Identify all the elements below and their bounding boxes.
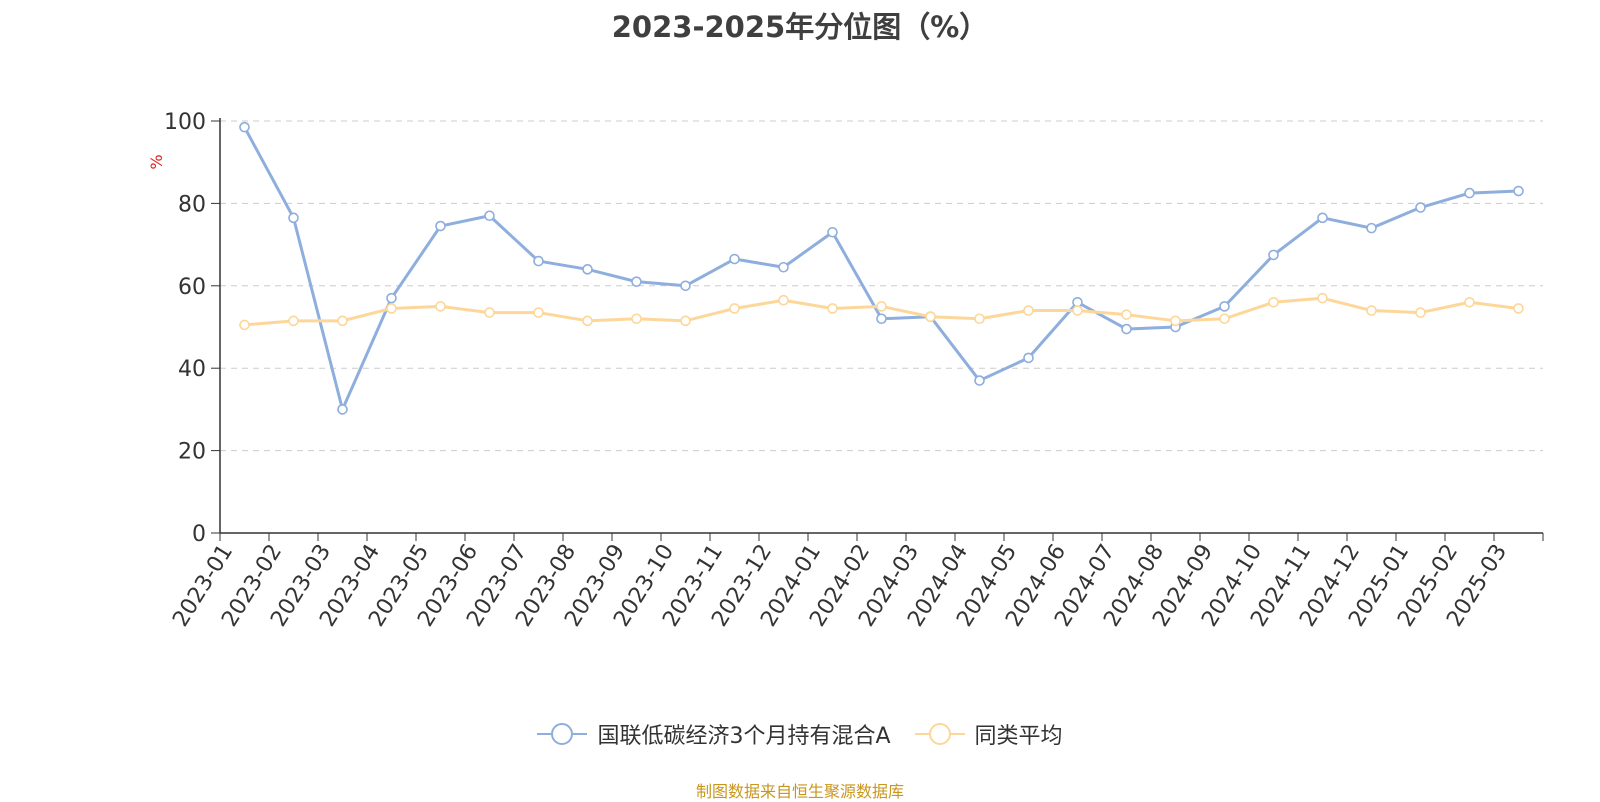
data-point[interactable]	[1023, 305, 1034, 316]
data-point[interactable]	[337, 404, 348, 415]
data-point[interactable]	[1415, 202, 1426, 213]
data-point[interactable]	[1121, 323, 1132, 335]
data-point[interactable]	[239, 121, 250, 133]
data-point[interactable]	[778, 261, 789, 273]
data-point[interactable]	[484, 210, 495, 222]
legend-label-average: 同类平均	[974, 724, 1063, 749]
data-point[interactable]	[876, 301, 887, 312]
series-1	[239, 121, 1524, 415]
data-point[interactable]	[386, 303, 397, 314]
chart-title: 2023-2025年分位图（%）	[611, 10, 989, 44]
data-point[interactable]	[1170, 315, 1181, 327]
data-point[interactable]	[1268, 296, 1279, 308]
series-2	[239, 292, 1524, 331]
data-point[interactable]	[631, 313, 642, 325]
data-point[interactable]	[582, 315, 593, 327]
data-source-note: 制图数据来自恒生聚源数据库	[695, 782, 904, 801]
legend-item-fund[interactable]: 国联低碳经济3个月持有混合A	[537, 718, 891, 750]
y-tick-label: 100	[164, 110, 206, 135]
data-point[interactable]	[288, 212, 299, 224]
data-point[interactable]	[1513, 185, 1524, 197]
data-point[interactable]	[435, 301, 446, 312]
data-point[interactable]	[484, 307, 495, 318]
data-point[interactable]	[1023, 352, 1034, 364]
data-point[interactable]	[680, 315, 691, 327]
y-tick-label: 0	[192, 522, 206, 547]
y-tick-label: 60	[178, 275, 206, 300]
data-point[interactable]	[729, 253, 740, 265]
y-tick-label: 20	[178, 440, 206, 465]
y-tick-label: 80	[178, 192, 206, 217]
data-point[interactable]	[1268, 249, 1279, 261]
data-point[interactable]	[729, 303, 740, 314]
data-point[interactable]	[1317, 292, 1328, 304]
data-point[interactable]	[288, 315, 299, 327]
data-point[interactable]	[974, 313, 985, 325]
data-point[interactable]	[974, 375, 985, 386]
data-point[interactable]	[1464, 187, 1475, 199]
data-point[interactable]	[1366, 305, 1377, 316]
legend-marker-fund-icon	[537, 723, 588, 745]
series-line	[243, 126, 1519, 411]
data-point[interactable]	[1072, 305, 1083, 316]
data-point[interactable]	[1415, 307, 1426, 318]
data-point[interactable]	[533, 255, 544, 267]
data-point[interactable]	[386, 292, 397, 304]
data-point[interactable]	[778, 294, 789, 306]
y-tick-label: 40	[178, 357, 206, 382]
data-point[interactable]	[582, 264, 593, 275]
data-point[interactable]	[1219, 313, 1230, 325]
data-point[interactable]	[925, 311, 936, 323]
tick-labels: 020406080100%2023-012023-022023-032023-0…	[147, 110, 1512, 631]
data-point[interactable]	[827, 226, 838, 238]
data-point[interactable]	[435, 220, 446, 232]
data-point[interactable]	[1513, 303, 1524, 314]
data-point[interactable]	[533, 307, 544, 318]
data-point[interactable]	[1464, 296, 1475, 308]
data-point[interactable]	[1366, 222, 1377, 234]
legend-marker-average-icon	[914, 723, 965, 745]
data-point[interactable]	[631, 276, 642, 287]
data-point[interactable]	[680, 280, 691, 292]
legend-item-average[interactable]: 同类平均	[914, 718, 1063, 750]
data-point[interactable]	[1219, 301, 1230, 312]
grid-lines	[220, 120, 1543, 452]
legend-label-fund: 国联低碳经济3个月持有混合A	[597, 724, 891, 749]
data-point[interactable]	[1121, 309, 1132, 320]
data-point[interactable]	[876, 313, 887, 325]
data-point[interactable]	[239, 319, 250, 331]
legend: 国联低碳经济3个月持有混合A 同类平均	[0, 718, 1600, 750]
data-point[interactable]	[337, 315, 348, 327]
data-point[interactable]	[1317, 212, 1328, 224]
data-point[interactable]	[827, 303, 838, 314]
series-lines	[239, 121, 1524, 415]
y-axis-unit-label: %	[147, 154, 166, 169]
axes	[211, 118, 1544, 541]
